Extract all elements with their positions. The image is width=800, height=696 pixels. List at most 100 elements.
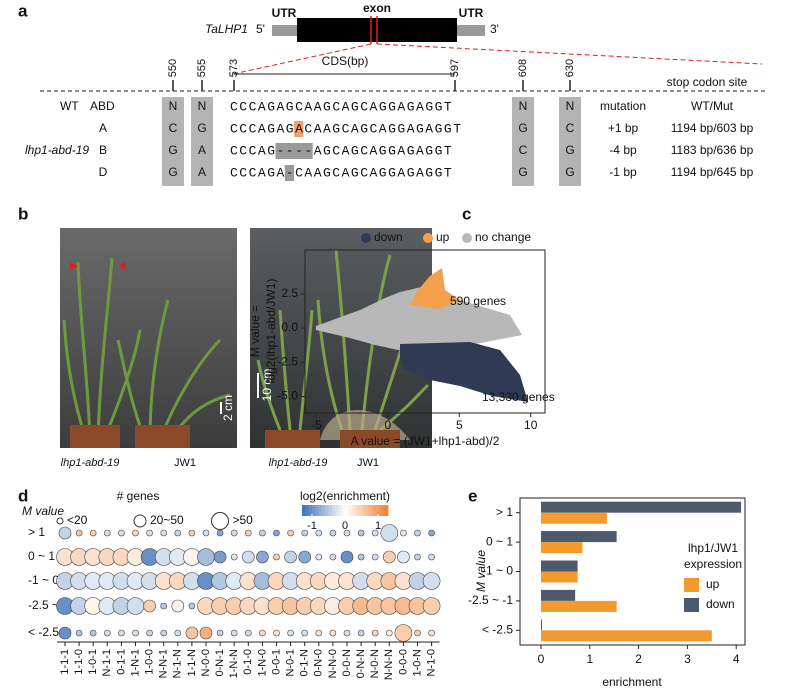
- stop-label: stop codon site: [667, 75, 748, 89]
- utr-label: UTR: [272, 6, 297, 20]
- row-label: 0 ~ 1: [28, 549, 55, 563]
- size-legend-marker: [133, 514, 147, 528]
- legend-title: lhp1/JW1: [688, 541, 738, 555]
- base: G: [565, 165, 574, 179]
- bubble: [213, 550, 227, 564]
- legend-label: down: [706, 597, 735, 611]
- bubble: [382, 550, 396, 564]
- colorbar-cell: [315, 505, 319, 516]
- sequence: AGCAGCAGGAGAGGT: [314, 143, 454, 158]
- bar: [540, 571, 578, 583]
- colorbar-cell: [384, 505, 389, 516]
- position-label: 555: [196, 59, 208, 77]
- colorbar-cell: [331, 505, 336, 516]
- bubble: [428, 629, 435, 637]
- row-genome: ABD: [90, 99, 115, 113]
- bubble: [301, 629, 309, 637]
- colorbar-cell: [302, 505, 306, 516]
- colorbar-cell: [345, 505, 349, 516]
- x-tick-label: 0: [385, 418, 392, 432]
- bubble: [273, 553, 280, 561]
- bubble: [171, 599, 185, 613]
- x-tick-label: 1-1-1: [59, 649, 71, 675]
- photo-caption: lhp1-abd-19: [269, 457, 328, 469]
- colorbar-cell: [354, 505, 359, 516]
- legend-marker: [423, 233, 433, 243]
- bubble: [58, 626, 72, 640]
- x-tick-label: 0-0-1: [270, 649, 282, 675]
- x-tick-label: N-0-N: [369, 649, 381, 678]
- x-axis-label: A value = (JW1+lhp1-abd)/2: [351, 434, 500, 448]
- bubble: [357, 629, 365, 637]
- utr-label: UTR: [459, 6, 484, 20]
- x-tick-label: 0: [538, 652, 545, 666]
- position-label: 608: [517, 59, 529, 77]
- bubble: [287, 629, 294, 637]
- x-tick-label: 1: [586, 652, 593, 666]
- x-tick-label: 5: [456, 418, 463, 432]
- bubble: [329, 553, 337, 561]
- annotation: 590 genes: [450, 294, 506, 308]
- colorbar-cell: [338, 505, 343, 516]
- x-tick-label: -5: [311, 418, 322, 432]
- photo-caption: JW1: [174, 457, 196, 469]
- photo-caption: JW1: [357, 457, 379, 469]
- wt-mut: 1183 bp/636 bp: [671, 143, 754, 157]
- bubble: [160, 602, 167, 610]
- base: G: [197, 121, 206, 135]
- three-prime: 3': [490, 22, 499, 36]
- x-tick-label: 0-1-0: [242, 649, 254, 675]
- colorbar-cell: [318, 505, 323, 516]
- colorbar-cell: [321, 505, 326, 516]
- column-box: [512, 97, 534, 186]
- bubble: [385, 629, 393, 637]
- row-label: < -2.5: [28, 625, 59, 639]
- bubble: [89, 529, 97, 537]
- base: G: [565, 143, 574, 157]
- y-tick-label: -5.0: [277, 389, 298, 403]
- bubble: [357, 553, 365, 561]
- scale-label: 10 cm: [260, 369, 274, 402]
- bubble: [230, 553, 238, 561]
- bar: [540, 589, 576, 601]
- bubble: [216, 629, 224, 637]
- plot-frame: [304, 249, 546, 414]
- colorbar-cell: [325, 505, 329, 516]
- colorbar-cell: [358, 505, 362, 516]
- bubble: [371, 529, 379, 537]
- bubble: [118, 529, 125, 537]
- sequence: CCCAGAG: [230, 121, 295, 136]
- y-axis-label: M value: [474, 550, 488, 592]
- y-axis-label: M value: [22, 504, 64, 518]
- colorbar-cell: [368, 505, 372, 516]
- bar: [540, 619, 542, 631]
- legend-label: up: [436, 230, 450, 244]
- base: A: [198, 165, 206, 179]
- colorbar-tick-label: 0: [342, 520, 348, 532]
- y-axis-label: log2(lhp1-abd/JW1): [264, 279, 278, 384]
- column-box: [162, 97, 184, 186]
- bubble: [160, 629, 167, 637]
- bubble: [75, 529, 83, 537]
- bubble: [199, 626, 213, 640]
- bubble: [104, 529, 111, 537]
- x-tick-label: 0-N-N: [355, 649, 367, 678]
- bubble: [75, 629, 83, 637]
- point-cloud: [410, 268, 460, 309]
- bubble: [371, 553, 379, 561]
- y-tick-label: -2.5 ~ -1: [468, 593, 513, 607]
- mutation-header: mutation: [600, 99, 646, 113]
- base: N: [519, 99, 528, 113]
- base: N: [566, 99, 575, 113]
- bubble: [428, 553, 435, 561]
- size-legend-marker: [56, 517, 64, 525]
- x-tick-label: 1-1-0: [73, 649, 85, 675]
- mutation: +1 bp: [608, 121, 639, 135]
- sequence: CAAGCAGCAGGAGAGGT: [295, 165, 453, 180]
- colorbar-cell: [361, 505, 366, 516]
- colorbar-cell: [378, 505, 382, 516]
- x-tick-label: 0-1-1: [115, 649, 127, 675]
- bubble: [188, 602, 196, 610]
- photo-caption: lhp1-abd-19: [61, 457, 120, 469]
- sequence-edit: ----: [277, 143, 314, 158]
